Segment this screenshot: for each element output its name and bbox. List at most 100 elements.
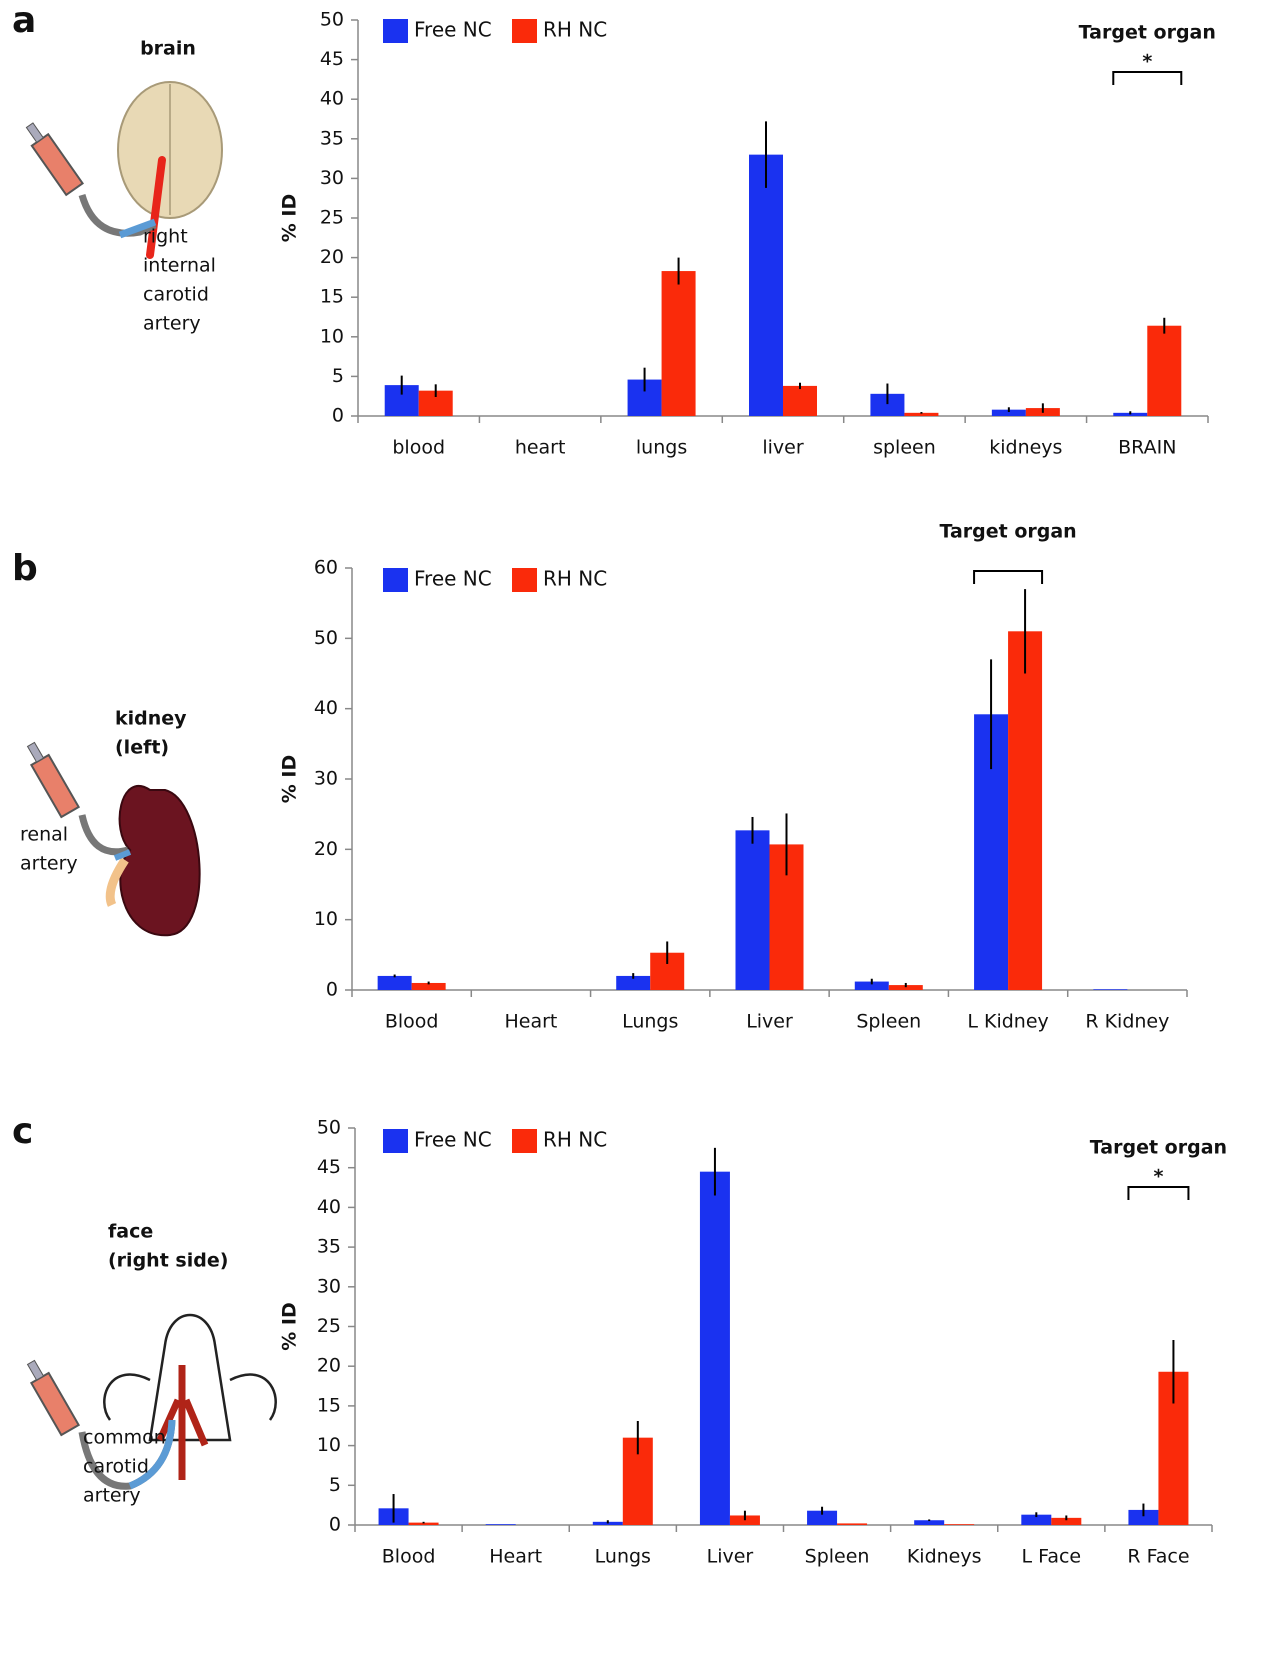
legend-swatch [512,19,537,43]
y-tick-label: 40 [317,1196,341,1218]
x-tick-label: R Kidney [1085,1011,1169,1033]
legend-label: Free NC [414,567,492,591]
y-tick-label: 0 [332,405,344,427]
legend-swatch [512,1129,537,1153]
vessel-label: internal [143,255,216,277]
panel-letter: c [12,1111,33,1152]
bar [749,154,783,416]
annotation-title: Target organ [1090,1137,1227,1159]
y-tick-label: 15 [317,1394,341,1416]
significance-bracket [973,570,1044,584]
bar [914,1520,945,1525]
y-tick-label: 20 [314,838,338,860]
bar [1147,325,1182,416]
vessel-label: renal [20,824,68,846]
annotation-title: Target organ [1079,22,1216,44]
x-tick-label: Lungs [622,1011,678,1033]
bar [888,985,923,990]
x-tick-label: Heart [504,1011,557,1033]
significance-bracket [1112,71,1183,85]
significance-mark: * [1142,51,1152,73]
x-tick-label: Heart [489,1546,542,1568]
x-tick-label: Kidneys [907,1546,982,1568]
y-tick-label: 10 [314,908,338,930]
bar [870,393,905,416]
annotation-title: Target organ [939,521,1076,543]
x-tick-label: BRAIN [1118,437,1176,459]
y-tick-label: 35 [317,1236,341,1258]
y-tick-label: 20 [317,1355,341,1377]
x-tick-label: Spleen [856,1011,921,1033]
x-tick-label: R Face [1127,1546,1189,1568]
bar [854,981,889,990]
y-tick-label: 5 [332,365,344,387]
face-illustration [26,1313,277,1490]
y-tick-label: 0 [329,1514,341,1536]
x-tick-label: Spleen [805,1546,870,1568]
bar [616,975,651,990]
y-tick-label: 25 [317,1315,341,1337]
x-tick-label: liver [762,437,803,459]
x-tick-label: spleen [873,437,936,459]
y-tick-label: 35 [320,127,344,149]
vessel-label: artery [83,1485,141,1507]
legend-swatch [383,568,408,592]
bar [1051,1517,1082,1525]
x-tick-label: Lungs [595,1546,651,1568]
bar [729,1515,760,1525]
y-axis-label: % ID [279,194,301,243]
x-tick-label: lungs [636,437,687,459]
legend-swatch [383,19,408,43]
y-tick-label: 0 [326,979,338,1001]
y-tick-label: 25 [320,207,344,229]
bar [1093,989,1128,990]
y-tick-label: 45 [317,1156,341,1178]
vessel-label: artery [20,853,78,875]
organ-label: face [108,1221,153,1243]
bar [837,1523,868,1525]
y-tick-label: 15 [320,286,344,308]
y-tick-label: 30 [317,1275,341,1297]
y-axis-label: % ID [279,1302,301,1351]
legend-label: RH NC [543,18,607,42]
vessel-label: carotid [83,1456,149,1478]
x-tick-label: Liver [707,1546,754,1568]
vessel-label: artery [143,313,201,335]
bar [1021,1514,1052,1525]
significance-bracket [1127,1186,1190,1200]
x-tick-label: L Kidney [967,1011,1048,1033]
panel-letter: a [12,0,36,41]
y-tick-label: 50 [317,1117,341,1139]
bar [699,1171,730,1525]
bar [944,1524,975,1525]
bar [661,271,696,416]
vessel-label: carotid [143,284,209,306]
legend-swatch [512,568,537,592]
organ-label: (left) [115,737,169,759]
bar [411,982,446,990]
bar [807,1510,838,1525]
panel-letter: b [12,548,38,589]
organ-label: (right side) [108,1250,228,1272]
x-tick-label: Blood [382,1546,436,1568]
vessel-label: common [83,1427,166,1449]
x-tick-label: blood [392,437,445,459]
bar [1128,1509,1159,1525]
y-tick-label: 20 [320,246,344,268]
bar [485,1524,516,1525]
y-tick-label: 45 [320,48,344,70]
x-tick-label: heart [515,437,566,459]
y-tick-label: 30 [320,167,344,189]
kidney-illustration [26,741,201,937]
bar [783,385,817,416]
bar [1113,412,1148,416]
legend-label: Free NC [414,18,492,42]
y-tick-label: 60 [314,557,338,579]
organ-label: brain [140,38,196,60]
legend-label: RH NC [543,1128,607,1152]
brain-illustration [25,81,223,259]
y-axis-label: % ID [279,755,301,804]
y-tick-label: 40 [314,697,338,719]
x-tick-label: kidneys [989,437,1062,459]
